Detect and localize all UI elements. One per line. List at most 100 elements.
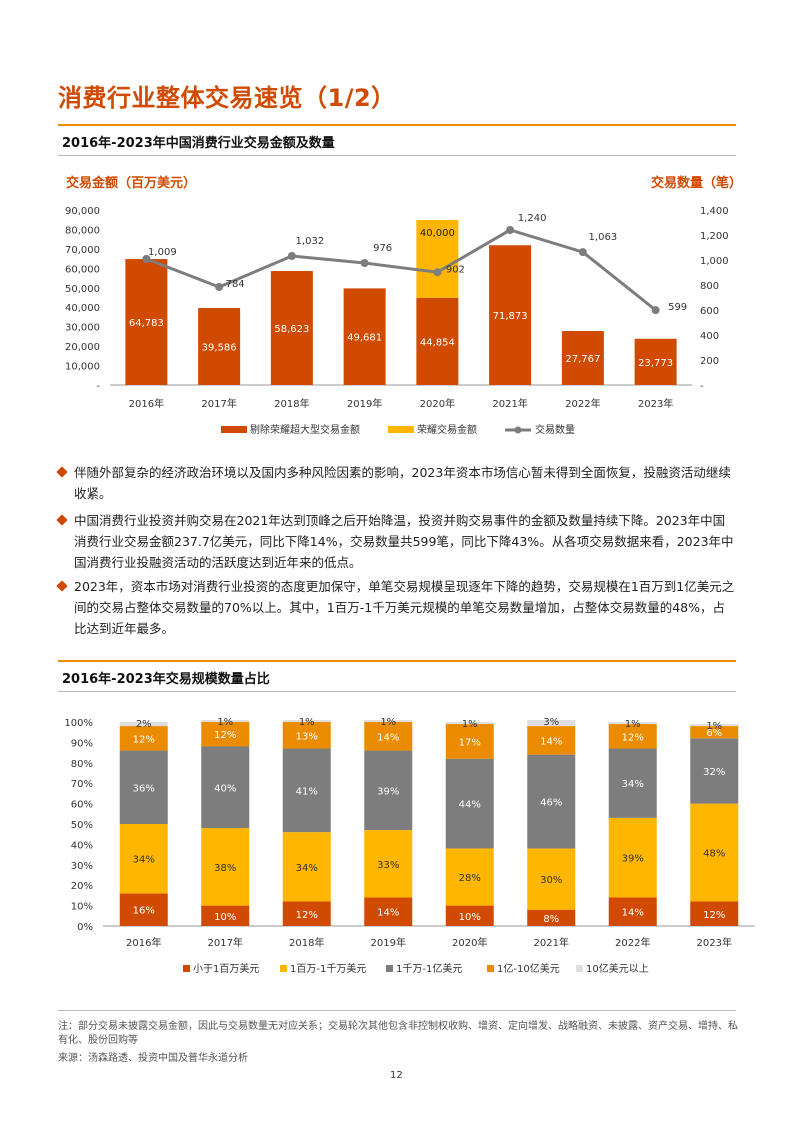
x-axis-tick-label: 2021年 [534,936,569,949]
share-value-label: 34% [133,855,155,866]
page-number: 12 [390,1070,403,1081]
share-value-label: 34% [296,863,318,874]
amount-bar [125,259,168,385]
right-axis-tick-label: 400 [700,331,719,342]
legend-swatch-count-point [514,426,522,434]
section-rule-thin [58,691,736,692]
amount-bar-label: 49,681 [347,333,382,344]
amount-count-chart: 90,000 80,000 70,000 60,000 50,000 40,000 30,0… [65,206,729,436]
share-segment [527,726,576,755]
footnote: 注：部分交易未披露交易金额，因此与交易数量无对应关系；交易轮次其他包含非控制权收… [58,1021,738,1046]
legend-label: 10亿美元以上 [586,962,649,975]
count-point [651,306,660,315]
legend-swatch-excluding-honor [221,426,247,433]
share-segment [445,905,494,926]
share-segment [119,750,168,824]
share-value-label: 48% [703,849,725,860]
share-value-label: 14% [377,732,399,743]
legend-label: 1千万-1亿美元 [396,962,462,975]
left-axis-tick-label: 30,000 [65,323,100,334]
share-segment [282,719,331,722]
share-segment [119,726,168,751]
right-axis-tick-label: 1,400 [700,206,729,217]
count-value-label: 599 [668,302,687,313]
legend-label: 荣耀交易金额 [417,423,477,436]
bullet-item: 2023年，资本市场对消费行业投资的态度更加保守，单笔交易规模呈现逐年下降的趋势… [56,576,736,639]
share-segment [364,897,413,926]
left-axis-title: 交易金额（百万美元） [66,176,197,191]
share-segment [201,905,250,926]
count-value-label: 1,063 [589,232,618,243]
count-point [215,283,224,291]
share-value-label: 28% [459,873,481,884]
share-value-label: 10% [214,912,236,923]
amount-bar-label: 27,767 [565,354,600,365]
share-value-label: 3% [543,717,559,728]
share-segment [364,719,413,722]
x-axis-tick-label: 2023年 [697,936,732,949]
x-axis-tick-label: 2019年 [371,936,406,949]
share-segment [608,817,657,898]
left-axis-tick-label: 20,000 [65,342,100,353]
legend-swatch [280,965,287,972]
x-axis-tick-label: 2017年 [201,397,236,410]
share-value-label: 12% [703,910,725,921]
section-rule [58,660,736,662]
share-segment [690,724,739,727]
bullet-text: 伴随外部复杂的经济政治环境以及国内多种风险因素的影响，2023年资本市场信心暂未… [74,465,731,501]
count-point [506,226,515,234]
source-note: 来源：汤森路透、投资中国及普华永道分析 [58,1053,248,1064]
share-value-label: 1% [380,717,396,728]
legend-swatch [576,965,583,972]
share-segment [608,724,657,749]
y-axis-tick-label: 70% [71,779,93,790]
page-title: 消费行业整体交易速览（1/2） [58,84,396,112]
right-axis-tick-label: 800 [700,281,719,292]
share-segment [119,893,168,926]
share-segment [364,830,413,898]
share-value-label: 8% [543,914,559,925]
left-axis-tick-label: 80,000 [65,225,100,236]
share-segment [282,722,331,749]
count-point [142,254,151,263]
x-axis-tick-label: 2018年 [289,936,324,949]
amount-bar [634,338,677,385]
x-axis-tick-label: 2023年 [638,397,673,410]
share-value-label: 12% [214,730,236,741]
left-axis-tick-label: 40,000 [65,303,100,314]
y-axis-tick-label: 40% [71,840,93,851]
share-segment [364,750,413,831]
share-segment [282,748,331,833]
x-axis-tick-label: 2021年 [492,397,527,410]
share-value-label: 1% [706,721,722,732]
share-segment [201,722,250,747]
legend-swatch [183,965,190,972]
left-axis-tick-label: 60,000 [65,264,100,275]
honor-amount-bar [416,220,459,298]
share-value-label: 14% [540,736,562,747]
share-segment [608,722,657,725]
share-segment [201,719,250,722]
share-value-label: 32% [703,767,725,778]
left-axis-tick-label: 10,000 [65,362,100,373]
bullet-text: 2023年，资本市场对消费行业投资的态度更加保守，单笔交易规模呈现逐年下降的趋势… [74,579,735,636]
share-segment [527,754,576,849]
x-axis-tick-label: 2017年 [208,936,243,949]
share-segment [364,722,413,751]
amount-bar-label: 58,623 [274,324,309,335]
legend-swatch [487,965,494,972]
amount-bar [198,308,241,385]
x-axis-tick-label: 2022年 [615,936,650,949]
legend-label: 交易数量 [535,423,575,436]
share-value-label: 16% [133,906,155,917]
amount-bar-label: 23,773 [638,358,673,369]
right-axis-tick-label: 600 [700,306,719,317]
share-value-label: 41% [296,786,318,797]
diamond-bullet-icon [56,514,68,526]
share-value-label: 39% [622,854,644,865]
legend-label: 1亿-10亿美元 [497,962,560,975]
amount-bar [416,297,459,385]
left-axis-tick-label: 50,000 [65,284,100,295]
share-value-label: 1% [462,719,478,730]
y-axis-tick-label: 80% [71,759,93,770]
